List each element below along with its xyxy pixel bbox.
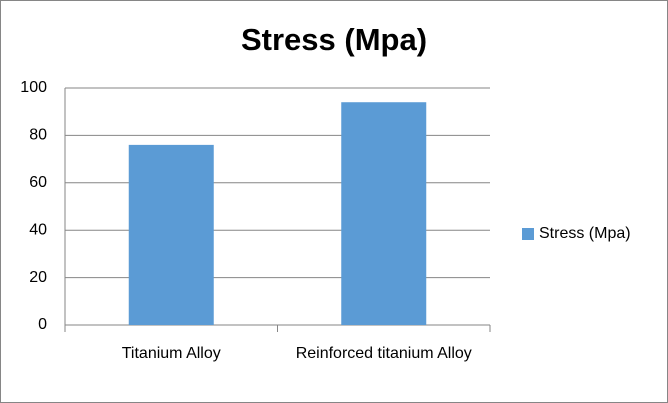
bar [128,144,214,325]
y-tick-label: 0 [38,316,47,333]
legend-swatch [522,228,534,240]
x-tick-label: Titanium Alloy [121,345,221,362]
y-tick-label: 40 [29,221,47,238]
chart-title: Stress (Mpa) [241,22,427,57]
legend-label: Stress (Mpa) [539,225,631,242]
x-tick-label: Reinforced titanium Alloy [295,345,472,362]
y-tick-label: 20 [29,269,47,286]
y-tick-label: 60 [29,174,47,191]
bar [341,102,427,325]
y-tick-label: 100 [20,79,47,96]
y-tick-label: 80 [29,127,47,144]
